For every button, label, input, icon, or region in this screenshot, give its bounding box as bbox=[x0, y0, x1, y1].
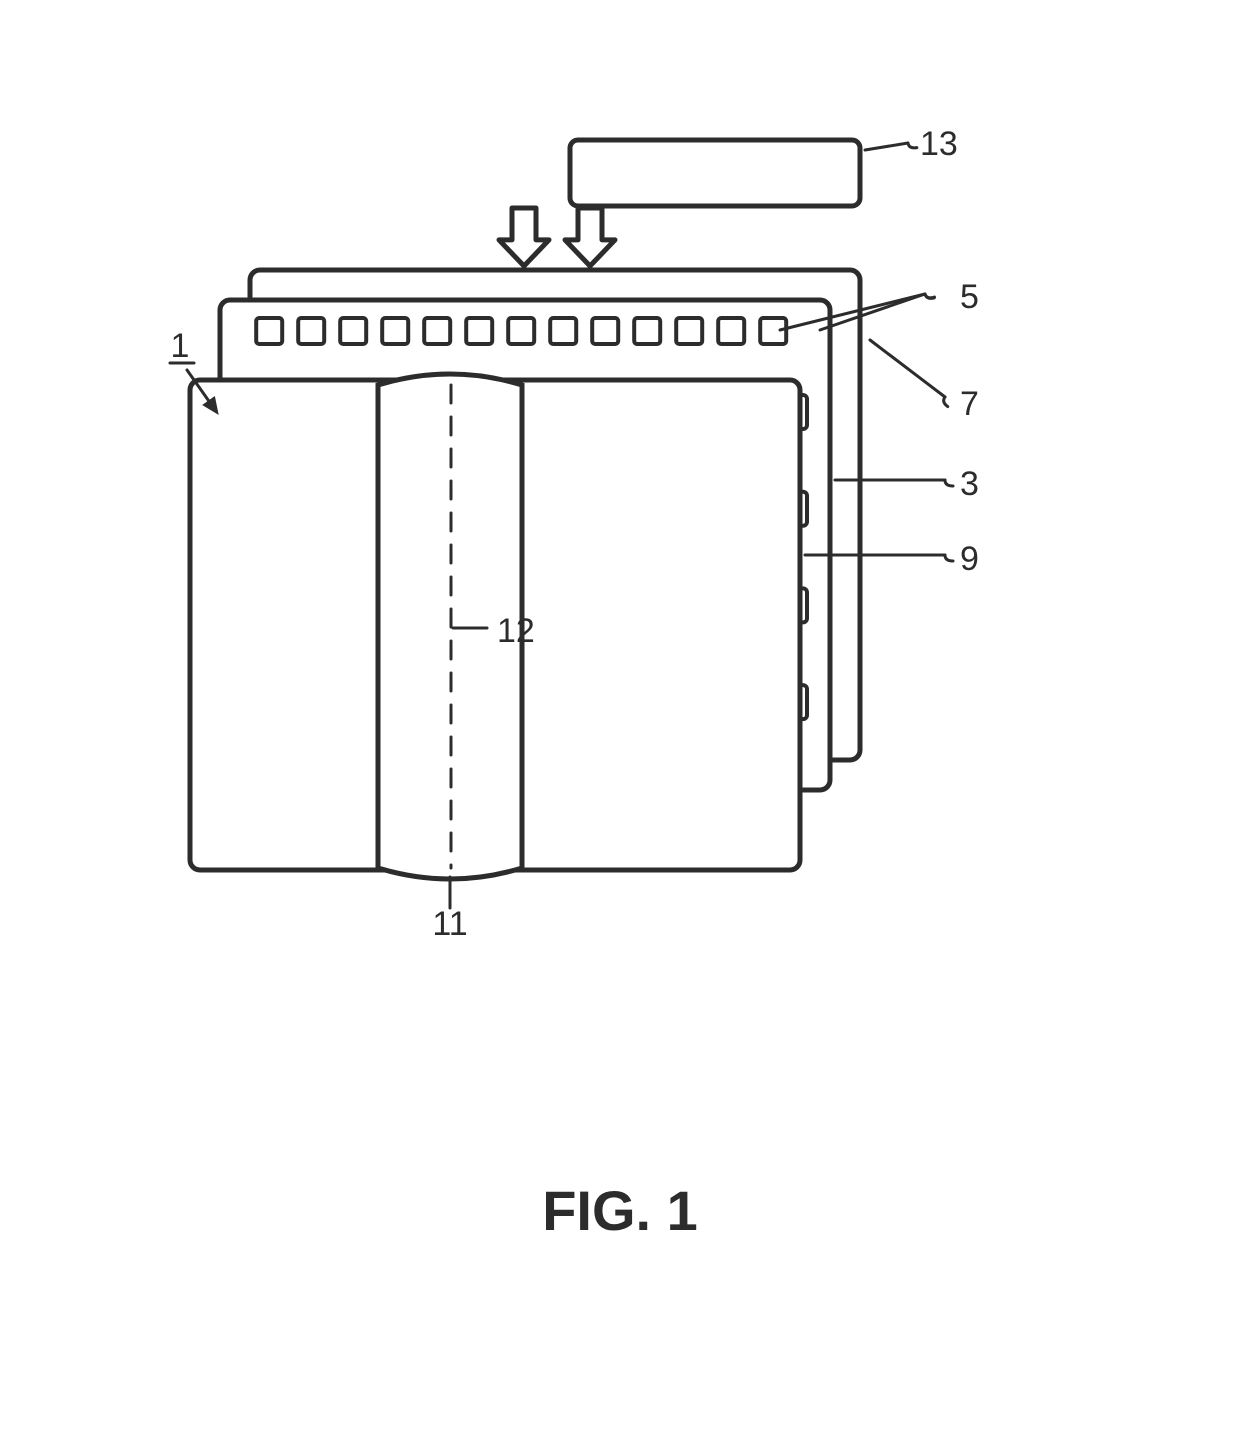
small-cell bbox=[718, 318, 744, 344]
controller-box bbox=[570, 140, 860, 206]
small-cell bbox=[592, 318, 618, 344]
ref-label-9: 9 bbox=[960, 540, 979, 578]
small-cell bbox=[298, 318, 324, 344]
down-arrow bbox=[499, 208, 549, 266]
down-arrow bbox=[565, 208, 615, 266]
small-cell bbox=[256, 318, 282, 344]
ref-label-13: 13 bbox=[920, 125, 958, 163]
figure-title: FIG. 1 bbox=[542, 1179, 698, 1242]
ref-label-12: 12 bbox=[497, 612, 535, 650]
small-cell bbox=[466, 318, 492, 344]
ref-label-5: 5 bbox=[960, 278, 979, 316]
small-cell bbox=[550, 318, 576, 344]
leader-line bbox=[870, 340, 945, 397]
small-cell bbox=[634, 318, 660, 344]
ref-label-1: 1 bbox=[171, 327, 190, 365]
leader-line bbox=[865, 143, 908, 150]
small-cell bbox=[760, 318, 786, 344]
small-cell bbox=[676, 318, 702, 344]
small-cell bbox=[340, 318, 366, 344]
small-cell bbox=[382, 318, 408, 344]
small-cell bbox=[424, 318, 450, 344]
small-cell bbox=[508, 318, 534, 344]
figure-1: 13 5 7 3 9 11 12 1 FIG. 1 bbox=[170, 125, 979, 1242]
ref-label-11: 11 bbox=[432, 905, 467, 943]
ref-label-7: 7 bbox=[960, 385, 979, 423]
ref-label-3: 3 bbox=[960, 465, 979, 503]
